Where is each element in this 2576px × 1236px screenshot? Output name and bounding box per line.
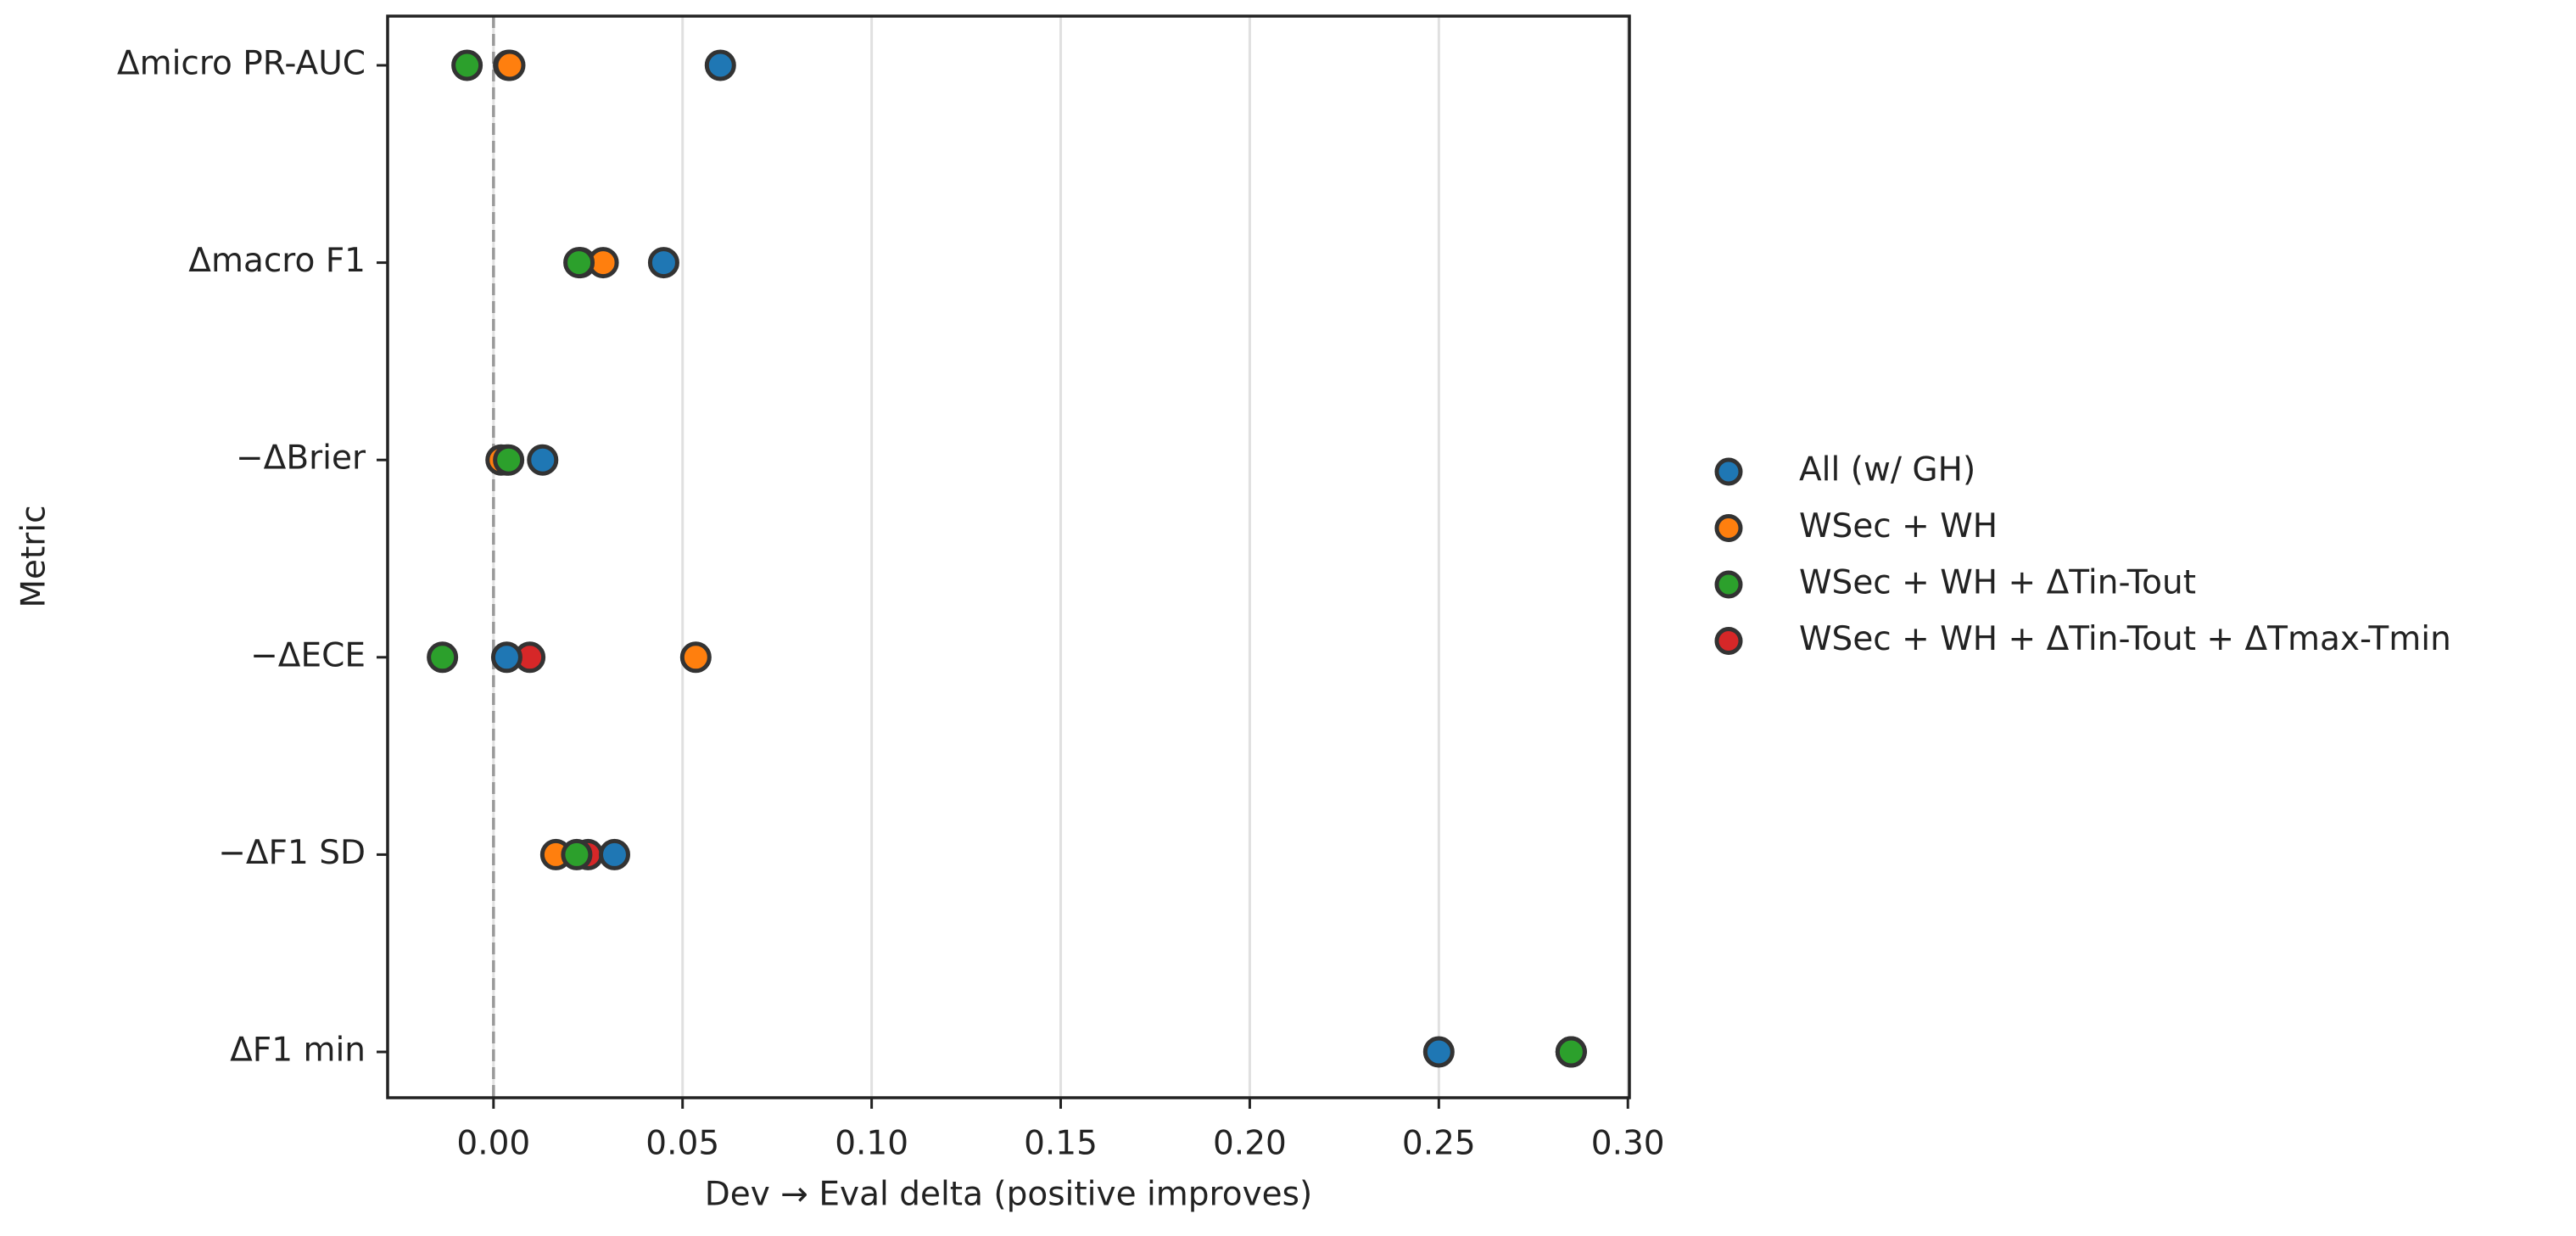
x-tick-label: 0.25 (1402, 1125, 1476, 1163)
dot (494, 49, 526, 81)
x-tick-label: 0.00 (456, 1125, 530, 1163)
x-tick-label: 0.30 (1591, 1125, 1665, 1163)
dot (493, 444, 525, 476)
legend-label: All (w/ GH) (1799, 451, 1975, 489)
dot (451, 49, 483, 81)
legend-label: WSec + WH + ΔTin-Tout + ΔTmax-Tmin (1799, 620, 2451, 658)
dot (598, 838, 630, 870)
legend-marker (1714, 627, 1743, 655)
y-axis-label: Metric (15, 505, 53, 607)
plot-frame (386, 14, 1631, 1099)
x-tick-label: 0.20 (1213, 1125, 1287, 1163)
dot (561, 838, 593, 870)
y-tick-label: Δmacro F1 (188, 242, 366, 280)
dot (1555, 1036, 1587, 1068)
dot (563, 247, 595, 279)
dot (647, 247, 679, 279)
legend-marker (1714, 570, 1743, 599)
legend-label: WSec + WH + ΔTin-Tout (1799, 564, 2196, 602)
y-tick-label: Δmicro PR-AUC (117, 45, 366, 83)
y-tick-label: −ΔF1 SD (218, 834, 366, 872)
legend-marker (1714, 457, 1743, 486)
dot (490, 641, 522, 674)
x-tick-label: 0.10 (835, 1125, 908, 1163)
x-tick-label: 0.05 (645, 1125, 719, 1163)
legend-label: WSec + WH (1799, 507, 1998, 545)
dot (1422, 1036, 1455, 1068)
x-axis-label: Dev → Eval delta (positive improves) (705, 1176, 1312, 1214)
y-tick-label: ΔF1 min (230, 1032, 366, 1070)
dot (427, 641, 459, 674)
x-tick-label: 0.15 (1024, 1125, 1098, 1163)
y-tick-label: −ΔECE (250, 636, 366, 674)
dot (704, 49, 736, 81)
y-tick-label: −ΔBrier (236, 439, 366, 478)
dot (527, 444, 559, 476)
dot (679, 641, 712, 674)
legend-marker (1714, 514, 1743, 542)
